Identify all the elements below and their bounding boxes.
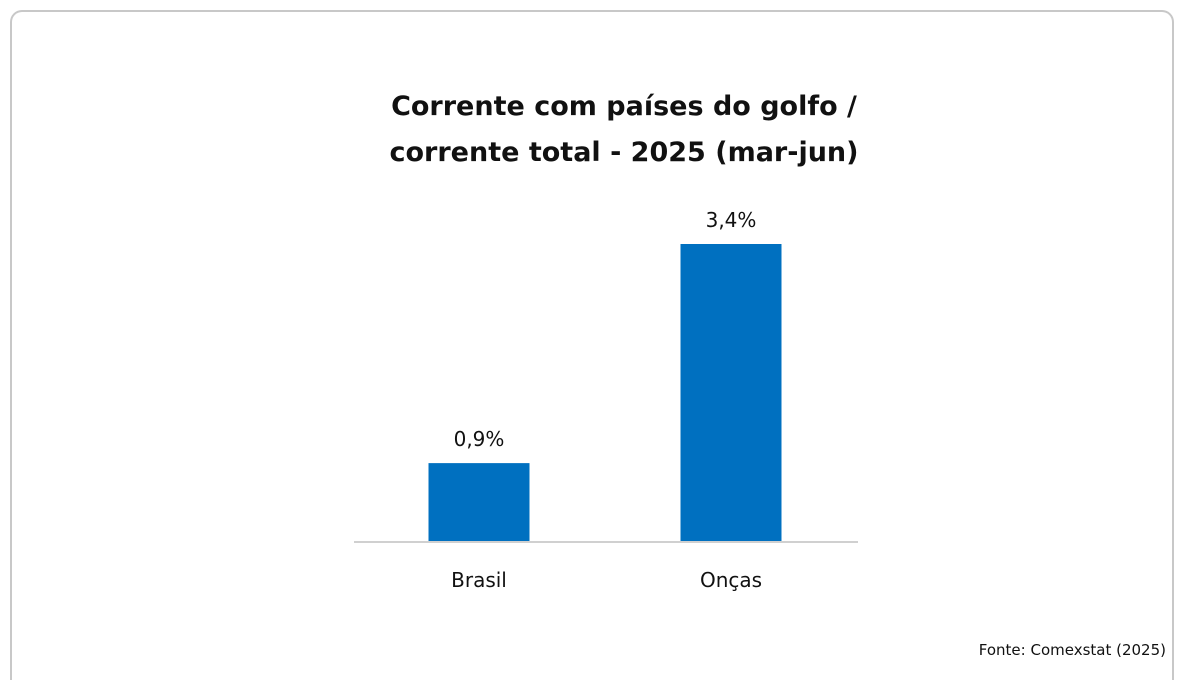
data-label: 0,9% (454, 427, 505, 451)
category-label: Onças (700, 568, 762, 592)
bars-group (428, 244, 782, 542)
chart-title-line-1: Corrente com países do golfo / (391, 91, 857, 122)
labels-group: 0,9% Brasil 3,4% Onças (451, 208, 762, 592)
bar-brasil (428, 463, 530, 542)
source-note: Fonte: Comexstat (2025) (978, 641, 1166, 659)
bar-oncas (680, 244, 782, 542)
category-label: Brasil (451, 568, 507, 592)
chart-card (10, 10, 1174, 680)
chart-title-line-2: corrente total - 2025 (mar-jun) (390, 137, 859, 168)
data-label: 3,4% (706, 208, 757, 232)
